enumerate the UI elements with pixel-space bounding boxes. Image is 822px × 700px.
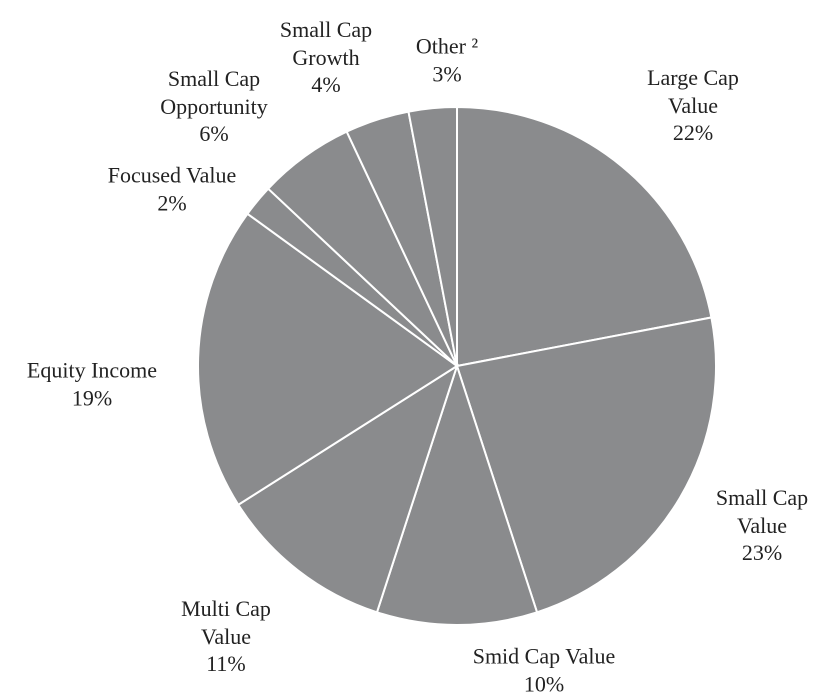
value-label: 10% (523, 671, 565, 696)
value-label: 11% (206, 650, 246, 676)
pie-slice (236, 363, 459, 614)
category-name: Multi Cap Value (181, 595, 271, 649)
category-name: Small Cap Value (715, 484, 809, 538)
category-name: Focused Value (107, 162, 237, 188)
value-label: 2% (157, 190, 187, 215)
slice-label: Small Cap Opportunity 6% (139, 65, 289, 148)
slice-label: Smid Cap Value 10% (434, 643, 654, 698)
category-name: Other ² (415, 33, 479, 59)
slice-label: Small Cap Value 23% (697, 484, 822, 567)
slice-label: Other ² 3% (387, 33, 507, 88)
value-label: 19% (71, 385, 113, 410)
value-label: 22% (672, 119, 714, 145)
pie-slice (407, 105, 458, 367)
category-name: Large Cap Value (647, 64, 739, 118)
category-name: Small Cap Opportunity (160, 65, 268, 119)
category-name: Equity Income (26, 357, 158, 383)
pie-slice (197, 212, 459, 507)
slice-label: Multi Cap Value 11% (166, 595, 286, 678)
category-name: Small Cap Growth (279, 16, 373, 70)
pie-slice (455, 316, 717, 614)
slice-label: Large Cap Value 22% (628, 64, 758, 147)
pie-slice (456, 105, 713, 368)
category-name: Smid Cap Value (472, 643, 616, 669)
value-label: 6% (199, 120, 229, 146)
value-label: 4% (311, 71, 341, 97)
value-label: 3% (432, 61, 462, 86)
value-label: 23% (741, 539, 783, 565)
slice-label: Focused Value 2% (62, 162, 282, 217)
slice-label: Small Cap Growth 4% (261, 16, 391, 99)
pie-slice (375, 362, 539, 626)
slice-label: Equity Income 19% (0, 357, 202, 412)
